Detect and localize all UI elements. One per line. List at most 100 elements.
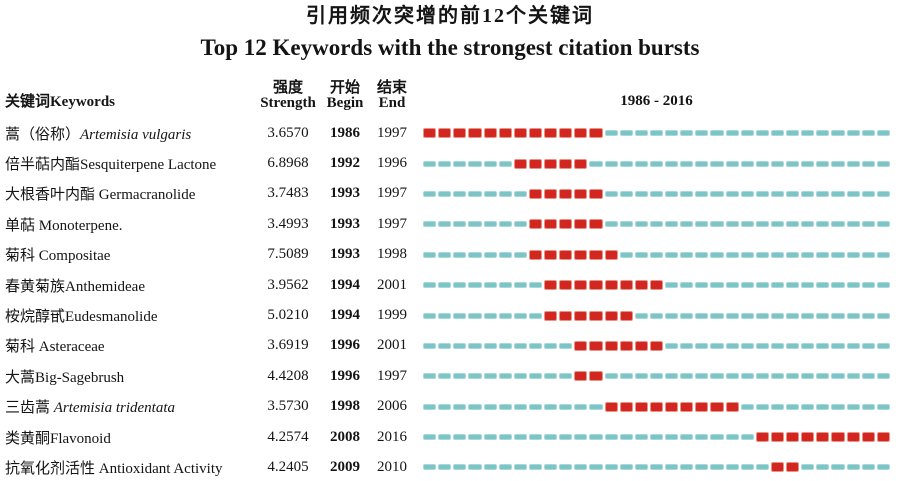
burst-timeline-bar xyxy=(423,128,890,139)
burst-year-segment xyxy=(649,340,663,351)
year-segment xyxy=(846,403,860,410)
year-segment xyxy=(725,282,739,289)
year-segment xyxy=(589,403,603,410)
keyword-label: 抗氧化剂活性 Antioxidant Activity xyxy=(5,457,255,478)
col-header-end-zh: 结束 xyxy=(376,80,407,96)
year-segment xyxy=(498,312,512,319)
year-segment xyxy=(816,464,830,471)
keyword-en: Anthemideae xyxy=(65,278,145,295)
end-year: 1999 xyxy=(377,307,407,324)
table-row: 抗氧化剂活性 Antioxidant Activity 4.2405 2009 … xyxy=(0,452,900,481)
year-segment xyxy=(861,130,875,137)
end-year: 1997 xyxy=(377,367,407,384)
year-segment xyxy=(770,403,784,410)
year-segment xyxy=(634,221,648,228)
year-segment xyxy=(498,251,512,258)
keyword-zh: 倍半萜内酯 xyxy=(5,157,81,174)
year-segment xyxy=(710,251,724,258)
year-segment xyxy=(513,434,527,441)
year-segment xyxy=(801,190,815,197)
year-segment xyxy=(544,403,558,410)
year-segment xyxy=(453,403,467,410)
col-header-keywords-en: Keywords xyxy=(50,94,116,110)
year-segment xyxy=(680,373,694,380)
burst-year-segment xyxy=(574,219,588,230)
year-segment xyxy=(816,160,830,167)
table-row: 大根香叶内酯 Germacranolide 3.7483 1993 1997 xyxy=(0,179,900,209)
year-segment xyxy=(513,190,527,197)
year-segment xyxy=(755,160,769,167)
table-row: 单萜 Monoterpene. 3.4993 1993 1997 xyxy=(0,209,900,239)
year-segment xyxy=(438,221,452,228)
burst-year-segment xyxy=(604,401,618,412)
year-segment xyxy=(846,312,860,319)
burst-year-segment xyxy=(574,188,588,199)
year-segment xyxy=(483,221,497,228)
table-row: 菊科 Compositae 7.5089 1993 1998 xyxy=(0,240,900,270)
strength-value: 3.6570 xyxy=(267,124,309,141)
title-en: Top 12 Keywords with the strongest citat… xyxy=(200,35,700,60)
strength-value: 4.2405 xyxy=(267,458,309,475)
year-segment xyxy=(710,312,724,319)
year-segment xyxy=(755,130,769,137)
keyword-zh: 大蒿 xyxy=(5,369,36,386)
col-header-timeline-range: 1986 - 2016 xyxy=(620,93,693,109)
year-segment xyxy=(483,282,497,289)
year-segment xyxy=(725,464,739,471)
year-segment xyxy=(619,373,633,380)
keyword-en: Germacranolide xyxy=(95,187,196,204)
year-segment xyxy=(513,251,527,258)
col-header-strength-en: Strength xyxy=(260,95,316,111)
year-segment xyxy=(695,251,709,258)
col-header-begin-en: Begin xyxy=(326,95,364,111)
begin-year: 1993 xyxy=(330,185,360,202)
year-segment xyxy=(861,342,875,349)
year-segment xyxy=(861,312,875,319)
year-segment xyxy=(513,342,527,349)
year-segment xyxy=(483,342,497,349)
burst-year-segment xyxy=(755,432,769,443)
year-segment xyxy=(770,221,784,228)
year-segment xyxy=(589,160,603,167)
year-segment xyxy=(423,312,437,319)
keyword-label: 菊科 Asteraceae xyxy=(5,335,255,356)
year-segment xyxy=(725,434,739,441)
burst-year-segment xyxy=(544,158,558,169)
year-segment xyxy=(876,190,890,197)
year-segment xyxy=(680,312,694,319)
year-segment xyxy=(846,160,860,167)
year-segment xyxy=(665,130,679,137)
burst-year-segment xyxy=(665,401,679,412)
year-segment xyxy=(423,464,437,471)
year-segment xyxy=(740,282,754,289)
year-segment xyxy=(438,464,452,471)
keyword-label: 类黄酮Flavonoid xyxy=(5,427,255,448)
keyword-en: Artemisia tridentata xyxy=(50,400,176,417)
year-segment xyxy=(725,373,739,380)
end-year: 2001 xyxy=(377,276,407,293)
year-segment xyxy=(876,342,890,349)
year-segment xyxy=(649,312,663,319)
burst-year-segment xyxy=(559,188,573,199)
burst-year-segment xyxy=(725,401,739,412)
year-segment xyxy=(740,221,754,228)
year-segment xyxy=(831,251,845,258)
year-segment xyxy=(468,403,482,410)
year-segment xyxy=(846,373,860,380)
year-segment xyxy=(665,190,679,197)
year-segment xyxy=(831,130,845,137)
year-segment xyxy=(861,373,875,380)
burst-year-segment xyxy=(604,340,618,351)
year-segment xyxy=(423,373,437,380)
burst-year-segment xyxy=(513,158,527,169)
year-segment xyxy=(831,282,845,289)
burst-year-segment xyxy=(438,128,452,139)
year-segment xyxy=(483,251,497,258)
year-segment xyxy=(695,282,709,289)
year-segment xyxy=(438,373,452,380)
year-segment xyxy=(740,373,754,380)
year-segment xyxy=(619,221,633,228)
year-segment xyxy=(589,434,603,441)
table-row: 类黄酮Flavonoid 4.2574 2008 2016 xyxy=(0,422,900,452)
